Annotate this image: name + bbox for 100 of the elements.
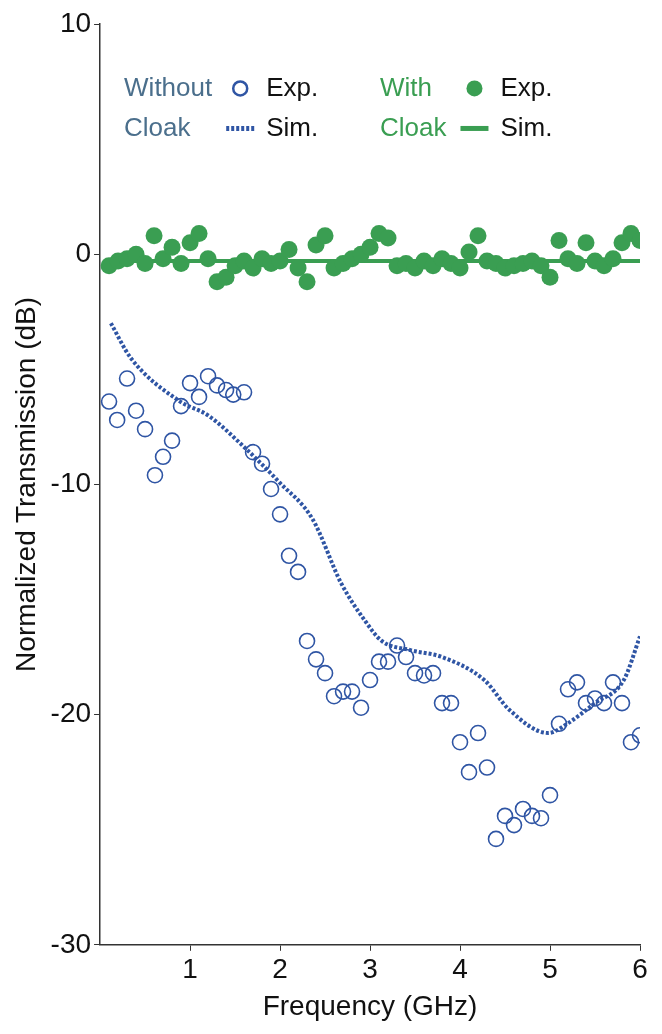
point — [262, 480, 280, 498]
point — [325, 687, 343, 705]
point — [595, 694, 613, 712]
point — [181, 374, 199, 392]
point — [451, 733, 469, 751]
x-tick-label: 5 — [542, 953, 558, 985]
point — [379, 653, 397, 670]
point — [199, 250, 217, 268]
point — [550, 231, 568, 249]
point — [146, 466, 164, 484]
x-tick-label: 2 — [272, 953, 288, 985]
point — [496, 807, 514, 825]
point — [577, 234, 595, 252]
point — [334, 683, 352, 700]
point — [352, 699, 370, 716]
point — [397, 648, 415, 666]
point — [136, 254, 154, 272]
point — [163, 238, 181, 256]
point — [172, 254, 190, 272]
point — [280, 241, 298, 259]
point — [460, 763, 478, 781]
point — [379, 229, 397, 247]
point — [604, 674, 622, 691]
point — [190, 224, 208, 242]
y-tick-label: 0 — [75, 236, 92, 268]
point — [271, 252, 289, 270]
annotation: With Cloak — [380, 71, 448, 142]
point — [118, 370, 136, 387]
point — [604, 250, 622, 268]
legend-label: Exp. — [266, 71, 319, 102]
point — [108, 411, 126, 429]
point — [460, 243, 478, 261]
point — [235, 384, 253, 401]
point — [541, 786, 559, 804]
y-tick-label: -10 — [50, 467, 92, 499]
point — [208, 377, 226, 394]
point — [199, 367, 217, 385]
y-tick-label: -30 — [50, 927, 92, 959]
point — [415, 667, 433, 684]
point — [224, 386, 242, 403]
point — [280, 547, 298, 565]
point — [244, 443, 262, 461]
point — [478, 759, 496, 776]
point — [586, 690, 604, 707]
legend-label: Exp. — [500, 71, 553, 102]
annotation: Without Cloak — [124, 71, 213, 142]
point — [532, 809, 550, 827]
point — [514, 800, 532, 818]
point — [469, 724, 487, 742]
point — [523, 807, 541, 825]
point — [298, 632, 316, 650]
point — [271, 506, 289, 523]
x-axis-title: Frequency (GHz) — [262, 989, 478, 1021]
x-tick-label: 1 — [182, 953, 198, 985]
point — [127, 402, 145, 420]
point — [316, 664, 334, 682]
point — [190, 388, 208, 406]
point — [622, 733, 640, 751]
point — [145, 227, 163, 245]
point — [388, 637, 406, 654]
point — [217, 381, 235, 399]
point — [577, 694, 595, 712]
point — [550, 715, 568, 733]
point — [406, 664, 424, 682]
y-tick-label: -20 — [50, 697, 92, 729]
point — [568, 254, 586, 272]
x-tick-label: 3 — [362, 953, 378, 985]
point — [469, 227, 487, 245]
point — [370, 653, 388, 670]
x-tick-label: 4 — [452, 953, 468, 985]
point — [424, 664, 442, 682]
point — [163, 432, 181, 449]
point — [136, 420, 154, 438]
point — [217, 268, 235, 286]
y-axis-title: Normalized Transmission (dB) — [9, 296, 41, 672]
point — [253, 455, 271, 472]
point — [613, 694, 631, 712]
point — [361, 238, 379, 256]
point — [568, 674, 586, 691]
point — [433, 694, 451, 712]
point — [487, 830, 505, 848]
point — [559, 680, 577, 698]
y-tick-label: 10 — [59, 6, 92, 38]
point — [172, 397, 190, 415]
point — [154, 448, 172, 466]
x-tick-label: 6 — [632, 953, 648, 985]
point — [289, 563, 307, 581]
point — [154, 250, 172, 268]
point — [343, 683, 361, 700]
legend-label: Sim. — [500, 111, 553, 142]
point — [532, 257, 550, 275]
point — [100, 393, 118, 410]
point — [307, 651, 325, 668]
point — [298, 273, 316, 291]
point — [361, 671, 379, 689]
point — [442, 694, 460, 712]
legend-label: Sim. — [266, 111, 319, 142]
line-series — [108, 321, 640, 736]
point — [505, 816, 523, 834]
point — [316, 227, 334, 245]
